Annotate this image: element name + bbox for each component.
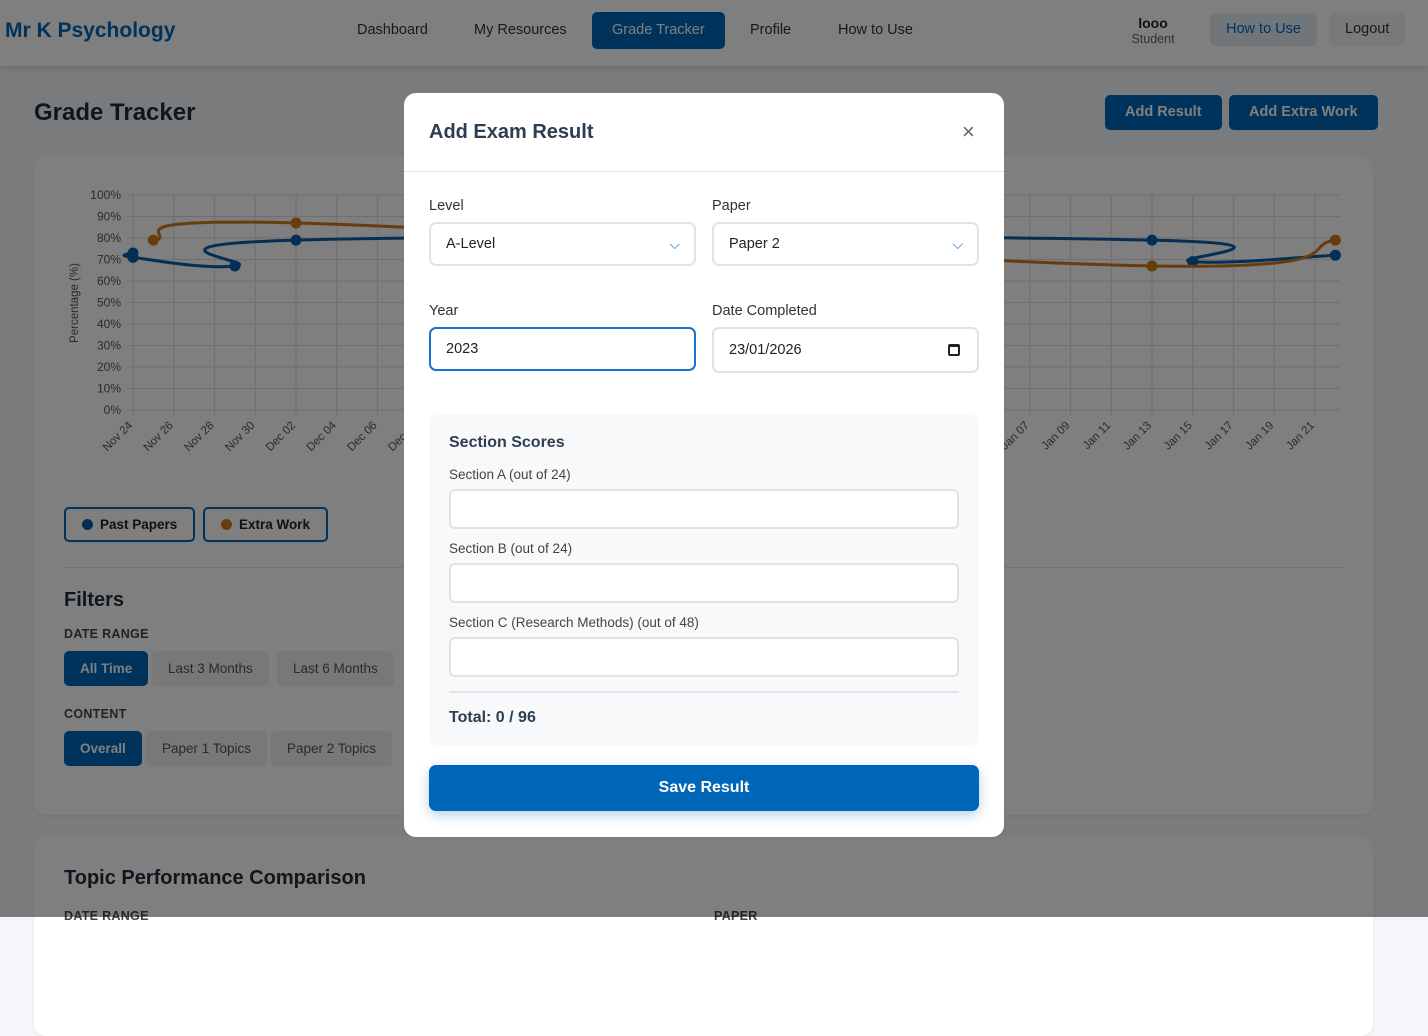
- section-b-label: Section B (out of 24): [449, 541, 573, 556]
- level-value: A-Level: [446, 236, 496, 252]
- modal-divider: [404, 171, 1004, 172]
- section-scores-panel: Section Scores Section A (out of 24) Sec…: [429, 414, 979, 746]
- save-result-button[interactable]: Save Result: [429, 765, 979, 811]
- year-input[interactable]: 2023: [429, 327, 696, 371]
- level-select[interactable]: A-Level ⌵: [429, 222, 696, 266]
- total-score: Total: 0 / 96: [449, 709, 536, 726]
- section-c-label: Section C (Research Methods) (out of 48): [449, 615, 699, 630]
- level-label: Level: [429, 198, 464, 214]
- section-a-input[interactable]: [449, 489, 959, 529]
- section-scores-title: Section Scores: [449, 434, 565, 451]
- calendar-icon[interactable]: [948, 344, 960, 356]
- date-completed-label: Date Completed: [712, 303, 817, 319]
- year-value: 2023: [446, 341, 479, 357]
- modal-title: Add Exam Result: [429, 121, 594, 143]
- section-c-input[interactable]: [449, 637, 959, 677]
- date-value: 23/01/2026: [729, 342, 802, 358]
- close-icon[interactable]: ×: [962, 119, 975, 144]
- section-a-label: Section A (out of 24): [449, 467, 571, 482]
- section-b-input[interactable]: [449, 563, 959, 603]
- paper-select[interactable]: Paper 2 ⌵: [712, 222, 979, 266]
- divider: [449, 691, 959, 693]
- chevron-down-icon: ⌵: [669, 236, 680, 252]
- chevron-down-icon: ⌵: [952, 236, 963, 252]
- add-exam-result-modal: Add Exam Result × Level A-Level ⌵ Paper P…: [404, 93, 1004, 837]
- date-completed-input[interactable]: 23/01/2026: [712, 327, 979, 373]
- year-label: Year: [429, 303, 459, 319]
- paper-label: Paper: [712, 198, 751, 214]
- paper-value: Paper 2: [729, 236, 780, 252]
